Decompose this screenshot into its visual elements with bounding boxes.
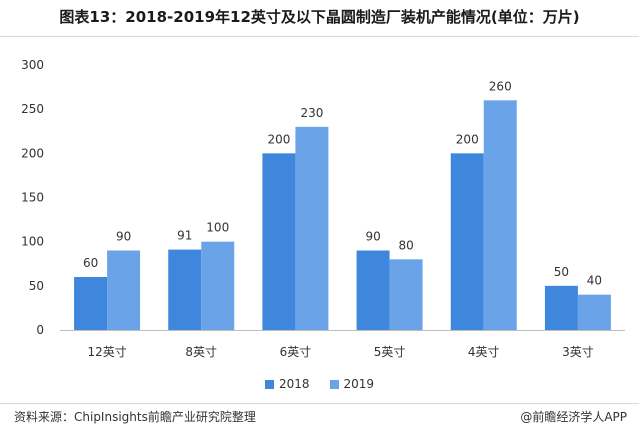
data-label-2018-4: 200 xyxy=(456,132,479,146)
y-tick-label: 250 xyxy=(21,102,44,116)
bar-2019-5 xyxy=(577,294,611,330)
brand-credit: @前瞻经济学人APP xyxy=(520,410,627,424)
y-tick-label: 50 xyxy=(29,279,44,293)
bar-2019-0 xyxy=(107,250,141,330)
source-note: 资料来源：ChipInsights前瞻产业研究院整理 xyxy=(14,410,256,424)
data-label-2019-5: 40 xyxy=(587,274,602,288)
x-tick-label: 5英寸 xyxy=(374,345,406,359)
x-tick-label: 4英寸 xyxy=(468,345,500,359)
data-label-2019-1: 100 xyxy=(206,221,229,235)
legend-label-2018: 2018 xyxy=(278,377,310,391)
data-label-2019-2: 230 xyxy=(300,106,323,120)
legend-swatch-2018 xyxy=(264,379,274,389)
data-label-2018-2: 200 xyxy=(267,132,290,146)
legend-item-2018: 2018 xyxy=(264,377,310,391)
y-tick-label: 200 xyxy=(21,146,44,160)
legend-label-2019: 2019 xyxy=(343,377,375,391)
data-label-2018-0: 60 xyxy=(83,256,98,270)
bar-2018-0 xyxy=(74,277,108,330)
x-tick-label: 8英寸 xyxy=(185,345,217,359)
chart-title: 图表13：2018-2019年12英寸及以下晶圆制造厂装机产能情况(单位：万片) xyxy=(59,8,580,26)
x-tick-label: 3英寸 xyxy=(562,345,594,359)
data-label-2019-4: 260 xyxy=(489,79,512,93)
data-label-2018-1: 91 xyxy=(177,229,192,243)
y-tick-label: 0 xyxy=(36,323,44,337)
data-label-2018-3: 90 xyxy=(365,230,380,244)
bar-2019-2 xyxy=(295,126,329,330)
y-tick-label: 100 xyxy=(21,235,44,249)
bar-2018-2 xyxy=(262,153,296,330)
bar-2019-3 xyxy=(389,259,423,330)
data-label-2019-0: 90 xyxy=(116,230,131,244)
x-tick-label: 6英寸 xyxy=(280,345,312,359)
x-tick-label: 12英寸 xyxy=(87,345,126,359)
bar-chart: 0 50 100 150 200 250 300 60 90 12英寸 91 100 8英寸 200 230… xyxy=(21,58,625,359)
data-label-2019-3: 80 xyxy=(398,238,413,252)
legend-item-2019: 2019 xyxy=(329,377,375,391)
y-tick-label: 150 xyxy=(21,191,44,205)
bar-2019-1 xyxy=(201,241,235,330)
bar-2018-3 xyxy=(356,250,390,330)
bar-2018-4 xyxy=(450,153,484,330)
legend-swatch-2019 xyxy=(329,379,339,389)
bar-2018-5 xyxy=(544,285,578,330)
y-tick-label: 300 xyxy=(21,58,44,72)
chart-legend: 2018 2019 xyxy=(0,377,639,391)
bar-2018-1 xyxy=(168,249,202,330)
footer-divider xyxy=(0,403,639,404)
title-divider xyxy=(0,36,639,37)
bar-2019-4 xyxy=(483,100,517,330)
data-label-2018-5: 50 xyxy=(554,265,569,279)
